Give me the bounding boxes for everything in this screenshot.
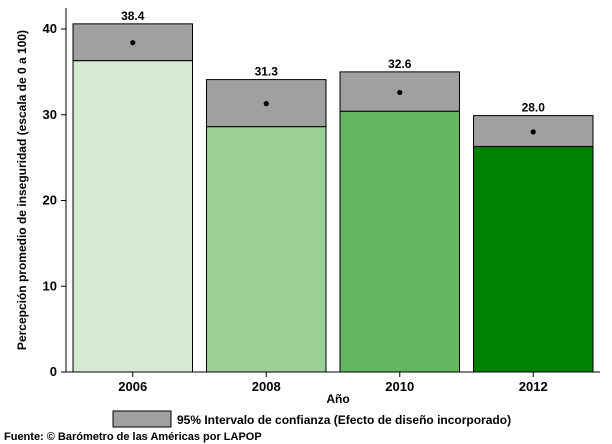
value-label-2012: 28.0	[522, 101, 546, 115]
x-tick-label-2008: 2008	[252, 379, 281, 394]
x-axis-title: Año	[326, 392, 349, 406]
y-axis-title: Percepción promedio de inseguridad (esca…	[15, 30, 29, 350]
axes-group: 2006 2008 2010 2012 0 10 20 30 40	[43, 8, 600, 394]
y-tick-label-30: 30	[43, 107, 57, 122]
bar-2008	[206, 126, 327, 373]
bar-2010	[339, 110, 460, 373]
value-label-2010: 32.6	[388, 57, 412, 71]
y-tick-label-40: 40	[43, 21, 57, 36]
x-tick-label-2010: 2010	[385, 379, 414, 394]
point-2006	[130, 40, 136, 46]
bar-2012	[473, 145, 594, 373]
point-2008	[263, 101, 269, 107]
y-tick-label-0: 0	[50, 364, 57, 379]
point-2012	[530, 129, 536, 135]
legend: 95% Intervalo de confianza (Efecto de di…	[112, 410, 511, 428]
source-note: Fuente: © Barómetro de las Américas por …	[4, 431, 262, 443]
x-tick-label-2006: 2006	[118, 379, 147, 394]
bars-group: 38.4 31.3 32.6 28.0	[72, 9, 594, 373]
legend-swatch	[112, 410, 172, 428]
value-label-2006: 38.4	[121, 9, 145, 23]
point-2010	[397, 89, 403, 96]
legend-label: 95% Intervalo de confianza (Efecto de di…	[177, 413, 511, 427]
bar-2006	[72, 60, 193, 373]
x-tick-label-2012: 2012	[519, 379, 548, 394]
value-label-2008: 31.3	[255, 65, 279, 79]
y-tick-label-20: 20	[43, 193, 57, 208]
y-tick-label-10: 10	[43, 278, 57, 293]
